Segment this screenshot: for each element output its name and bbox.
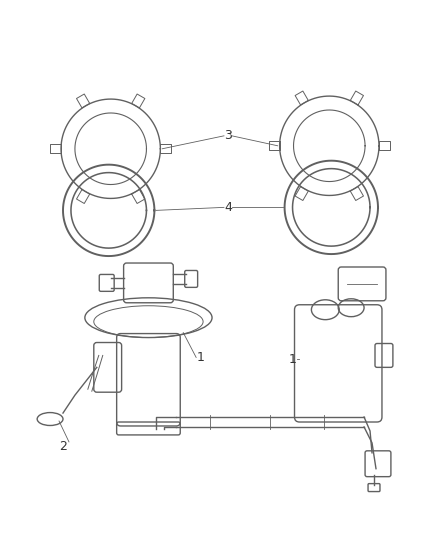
Text: 2: 2 — [59, 440, 67, 454]
Text: 1: 1 — [196, 351, 204, 364]
Text: 4: 4 — [224, 201, 232, 214]
Text: 3: 3 — [224, 130, 232, 142]
Text: 1: 1 — [289, 353, 297, 366]
